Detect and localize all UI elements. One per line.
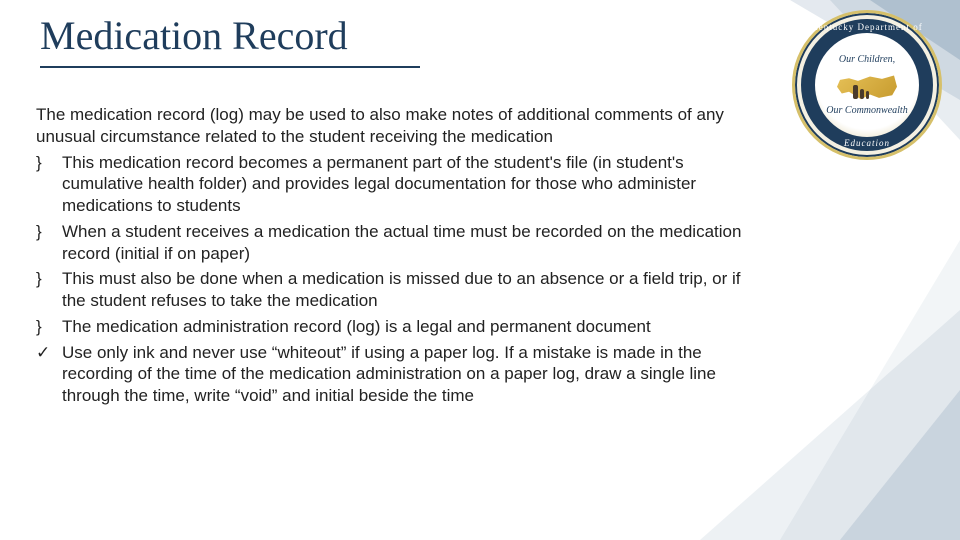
seal-center-top: Our Children,	[839, 54, 895, 65]
seal-center-bottom: Our Commonwealth	[826, 105, 907, 116]
bullet-marker: }	[36, 221, 58, 243]
bullet-marker: }	[36, 268, 58, 290]
bullet-marker: }	[36, 316, 58, 338]
slide-title: Medication Record	[40, 12, 348, 59]
list-item: } This medication record becomes a perma…	[36, 152, 756, 217]
slide: Medication Record The medication record …	[0, 0, 960, 540]
seal-center: Our Children, Our Commonwealth	[823, 41, 911, 129]
kde-seal-logo: Kentucky Department of Education Our Chi…	[792, 10, 942, 160]
seal-ring-text-top: Kentucky Department of	[795, 22, 939, 32]
family-icon	[853, 85, 869, 99]
bullet-list: } This medication record becomes a perma…	[36, 152, 756, 407]
list-item-text: Use only ink and never use “whiteout” if…	[62, 343, 716, 406]
list-item-text: This medication record becomes a permane…	[62, 153, 696, 216]
title-underline	[40, 66, 420, 68]
decor-triangle	[840, 390, 960, 540]
content-area: The medication record (log) may be used …	[36, 104, 756, 411]
list-item: ✓ Use only ink and never use “whiteout” …	[36, 342, 756, 407]
list-item: } This must also be done when a medicati…	[36, 268, 756, 312]
intro-text: The medication record (log) may be used …	[36, 104, 756, 148]
list-item-text: When a student receives a medication the…	[62, 222, 741, 263]
list-item: } When a student receives a medication t…	[36, 221, 756, 265]
seal-ring-text-bottom: Education	[795, 138, 939, 148]
bullet-marker-check: ✓	[36, 342, 58, 364]
list-item-text: This must also be done when a medication…	[62, 269, 740, 310]
list-item-text: The medication administration record (lo…	[62, 317, 651, 336]
bullet-marker: }	[36, 152, 58, 174]
list-item: } The medication administration record (…	[36, 316, 756, 338]
